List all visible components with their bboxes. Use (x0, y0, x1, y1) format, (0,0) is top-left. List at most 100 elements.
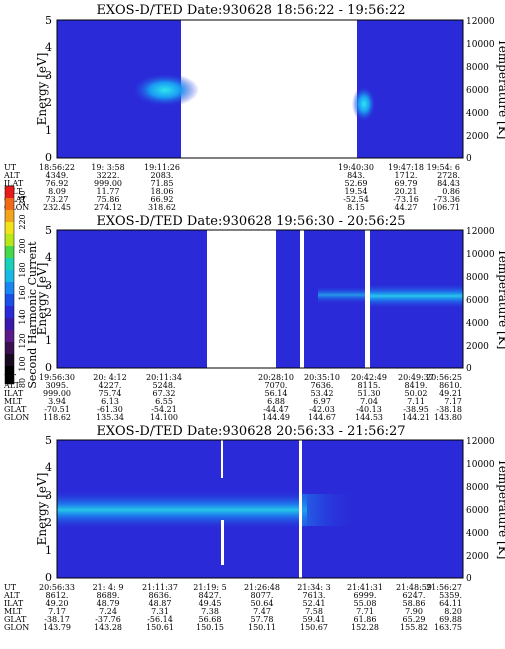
cell: 21:26:48 (244, 583, 280, 592)
row-label: GLON (4, 203, 29, 212)
cell: 7.11 (407, 397, 425, 406)
column: 20: 4:12 4227. 75.74 6.13 -61.30 135.34 (93, 373, 126, 422)
panel-2-ytick-right-label: 10000 (466, 250, 495, 260)
row-label: UT (4, 163, 17, 172)
cell: 7070. (265, 381, 288, 390)
cell: 143.28 (94, 623, 122, 632)
cell: 61.86 (354, 615, 377, 624)
panel-2-ytick-right-label: 4000 (466, 319, 489, 329)
panel-1: EXOS-D/TED Date:930628 18:56:22 - 19:56:… (3, 3, 505, 212)
cell: 150.61 (146, 623, 174, 632)
panel-2-ytick-label: 3 (45, 279, 52, 292)
cell: 5359. (439, 591, 462, 600)
row-label: UT (4, 583, 17, 592)
cell: 53.42 (311, 389, 334, 398)
panel-2-ytick-right-label: 0 (466, 364, 472, 374)
cell: 3.94 (48, 397, 66, 406)
cell: 6247. (403, 591, 426, 600)
column: 21:11:37 8636. 48.87 7.31 -56.14 150.61 (142, 583, 178, 632)
cell: 76.92 (46, 179, 69, 188)
panel-1-ytick-label: 0 (45, 151, 52, 164)
row-label: GLAT (4, 615, 27, 624)
cell: 18.06 (151, 187, 174, 196)
cell: 843. (347, 171, 365, 180)
cell: 144.53 (355, 413, 383, 422)
cell: -54.21 (151, 405, 177, 414)
cell: 49.20 (46, 599, 69, 608)
cell: 71.85 (151, 179, 174, 188)
cell: 19.54 (345, 187, 368, 196)
colorbar-swatch (5, 306, 14, 318)
cell: 50.64 (251, 599, 274, 608)
colorbar-swatch (5, 270, 14, 282)
cell: 19: 3:58 (91, 163, 124, 172)
cell: 232.45 (43, 203, 71, 212)
panel-2-ytick-right-label: 12000 (466, 227, 495, 237)
colorbar-tick-label: 120 (18, 333, 27, 348)
panel-2-row-labels: UT ALT ILAT MLT GLAT GLON (3, 373, 29, 422)
row-label: GLON (4, 623, 29, 632)
panel-2-ytick-label: 5 (45, 224, 52, 237)
panel-1-ytick-right-label: 12000 (466, 17, 495, 27)
colorbar-swatch (5, 246, 14, 258)
colorbar-tick-label: 220 (18, 214, 27, 229)
colorbar-swatch (5, 210, 14, 222)
panel-1-ytick-right-label: 0 (466, 154, 472, 164)
cell: 999.00 (94, 179, 122, 188)
cell: 14.100 (150, 413, 178, 422)
cell: -73.16 (393, 195, 419, 204)
cell: 19:11:26 (144, 163, 180, 172)
panel-2-ytick-right-label: 8000 (466, 273, 489, 283)
cell: 21:19: 5 (193, 583, 226, 592)
panel-1-frame (56, 19, 464, 159)
cell: 5248. (153, 381, 176, 390)
column: 21: 4: 9 8689. 48.79 7.24 -37.76 143.28 (93, 583, 124, 632)
panel-3-ytick-label: 3 (45, 489, 52, 502)
panel-1-left-axis: 5 4 3 2 1 0 (45, 14, 52, 164)
cell: 274.12 (94, 203, 122, 212)
cell: 8610. (439, 381, 462, 390)
cell: 73.27 (46, 195, 69, 204)
cell: 999.00 (43, 389, 71, 398)
cell: 56.68 (199, 615, 222, 624)
cell: 75.74 (99, 389, 122, 398)
colorbar-swatch (5, 258, 14, 270)
cell: 1712. (395, 171, 418, 180)
panel-3-ytick-right-label: 0 (466, 574, 472, 584)
panel-2-title: EXOS-D/TED Date:930628 19:56:30 - 20:56:… (96, 214, 405, 229)
cell: 20:35:10 (304, 373, 340, 382)
panel-3-title: EXOS-D/TED Date:930628 20:56:33 - 21:56:… (96, 424, 405, 439)
panel-2-left-axis: 5 4 3 2 1 0 (45, 224, 52, 374)
cell: 7.24 (99, 607, 117, 616)
panel-2-frame (56, 229, 464, 369)
panel-2-ytick-label: 2 (45, 306, 52, 319)
colorbar-swatch (5, 318, 14, 330)
cell: 2083. (151, 171, 174, 180)
row-label: MLT (4, 397, 23, 406)
panel-2-ytick-label: 0 (45, 361, 52, 374)
panel-3-ytick-label: 1 (45, 544, 52, 557)
cell: 52.69 (345, 179, 368, 188)
panel-3-right-axis: 12000 10000 8000 6000 4000 2000 0 (466, 437, 495, 584)
panel-1-ytick-right-label: 4000 (466, 109, 489, 119)
colorbar-swatch (5, 294, 14, 306)
cell: 21:34: 3 (297, 583, 330, 592)
colorbar-tick-label: 240 (18, 190, 27, 205)
panel-2-columns: 19:56:30 3095. 999.00 3.94 -70.51 118.62… (39, 373, 462, 422)
column: 20:49:37 8419. 50.02 7.11 -38.95 144.21 (398, 373, 434, 422)
cell: 7636. (311, 381, 334, 390)
colorbar-swatch (5, 222, 14, 234)
cell: 8419. (405, 381, 428, 390)
cell: 19:40:30 (338, 163, 374, 172)
cell: 6.13 (101, 397, 119, 406)
cell: 8115. (358, 381, 381, 390)
panel-3-ytick-right-label: 4000 (466, 529, 489, 539)
column: 20:56:33 8612. 49.20 7.17 -38.17 143.79 (39, 583, 75, 632)
cell: 20:42:49 (351, 373, 387, 382)
panel-2-feature-band-2 (318, 286, 365, 304)
cell: 20.21 (395, 187, 418, 196)
cell: -73.36 (434, 195, 460, 204)
cell: 44.27 (395, 203, 418, 212)
column: 19:11:26 2083. 71.85 18.06 66.92 318.62 (144, 163, 180, 212)
